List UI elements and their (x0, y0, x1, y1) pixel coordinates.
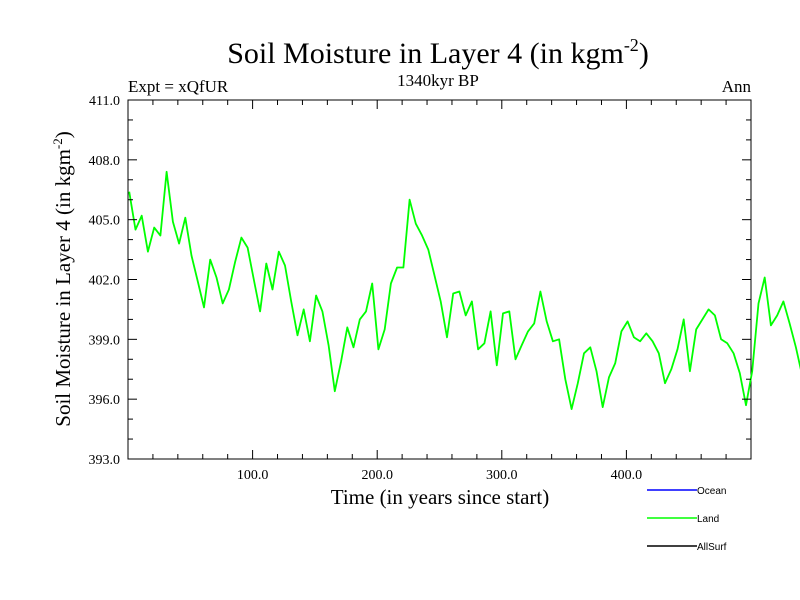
season-label: Ann (722, 77, 752, 96)
series-line-land (128, 170, 800, 411)
x-tick-label: 400.0 (611, 468, 643, 483)
x-tick-label: 200.0 (361, 468, 393, 483)
y-tick-label: 408.0 (89, 154, 121, 169)
series-layer (128, 170, 800, 411)
chart-title-superscript: -2 (624, 35, 639, 55)
experiment-label: Expt = xQfUR (128, 77, 229, 96)
y-tick-label: 393.0 (89, 453, 121, 468)
y-axis-label: Soil Moisture in Layer 4 (in kgm-2) (50, 131, 75, 426)
tick-layer: 393.0 396.0 399.0 402.0 405.0 408.0 411.0 100.0… (89, 94, 751, 483)
legend-label-allsurf: AllSurf (697, 542, 727, 553)
y-tick-label: 399.0 (89, 333, 121, 348)
y-tick-label: 402.0 (89, 274, 121, 289)
period-label: 1340kyr BP (397, 71, 479, 90)
y-axis-label-tail: ) (51, 131, 75, 138)
legend-label-ocean: Ocean (697, 486, 726, 497)
x-tick-label: 100.0 (237, 468, 269, 483)
chart-title: Soil Moisture in Layer 4 (in kgm-2) (227, 35, 649, 70)
legend-label-land: Land (697, 514, 719, 525)
x-axis-label: Time (in years since start) (331, 485, 550, 509)
chart-title-main: Soil Moisture in Layer 4 (in kgm (227, 37, 624, 70)
y-axis-label-superscript: -2 (50, 138, 65, 149)
y-axis-label-main: Soil Moisture in Layer 4 (in kgm (51, 149, 75, 427)
x-tick-label: 300.0 (486, 468, 518, 483)
y-tick-label: 405.0 (89, 214, 121, 229)
chart-title-tail: ) (639, 37, 649, 70)
legend: Ocean Land AllSurf (647, 486, 727, 553)
y-tick-label: 411.0 (89, 94, 120, 109)
plot-frame (127, 99, 752, 460)
y-tick-label: 396.0 (89, 393, 121, 408)
